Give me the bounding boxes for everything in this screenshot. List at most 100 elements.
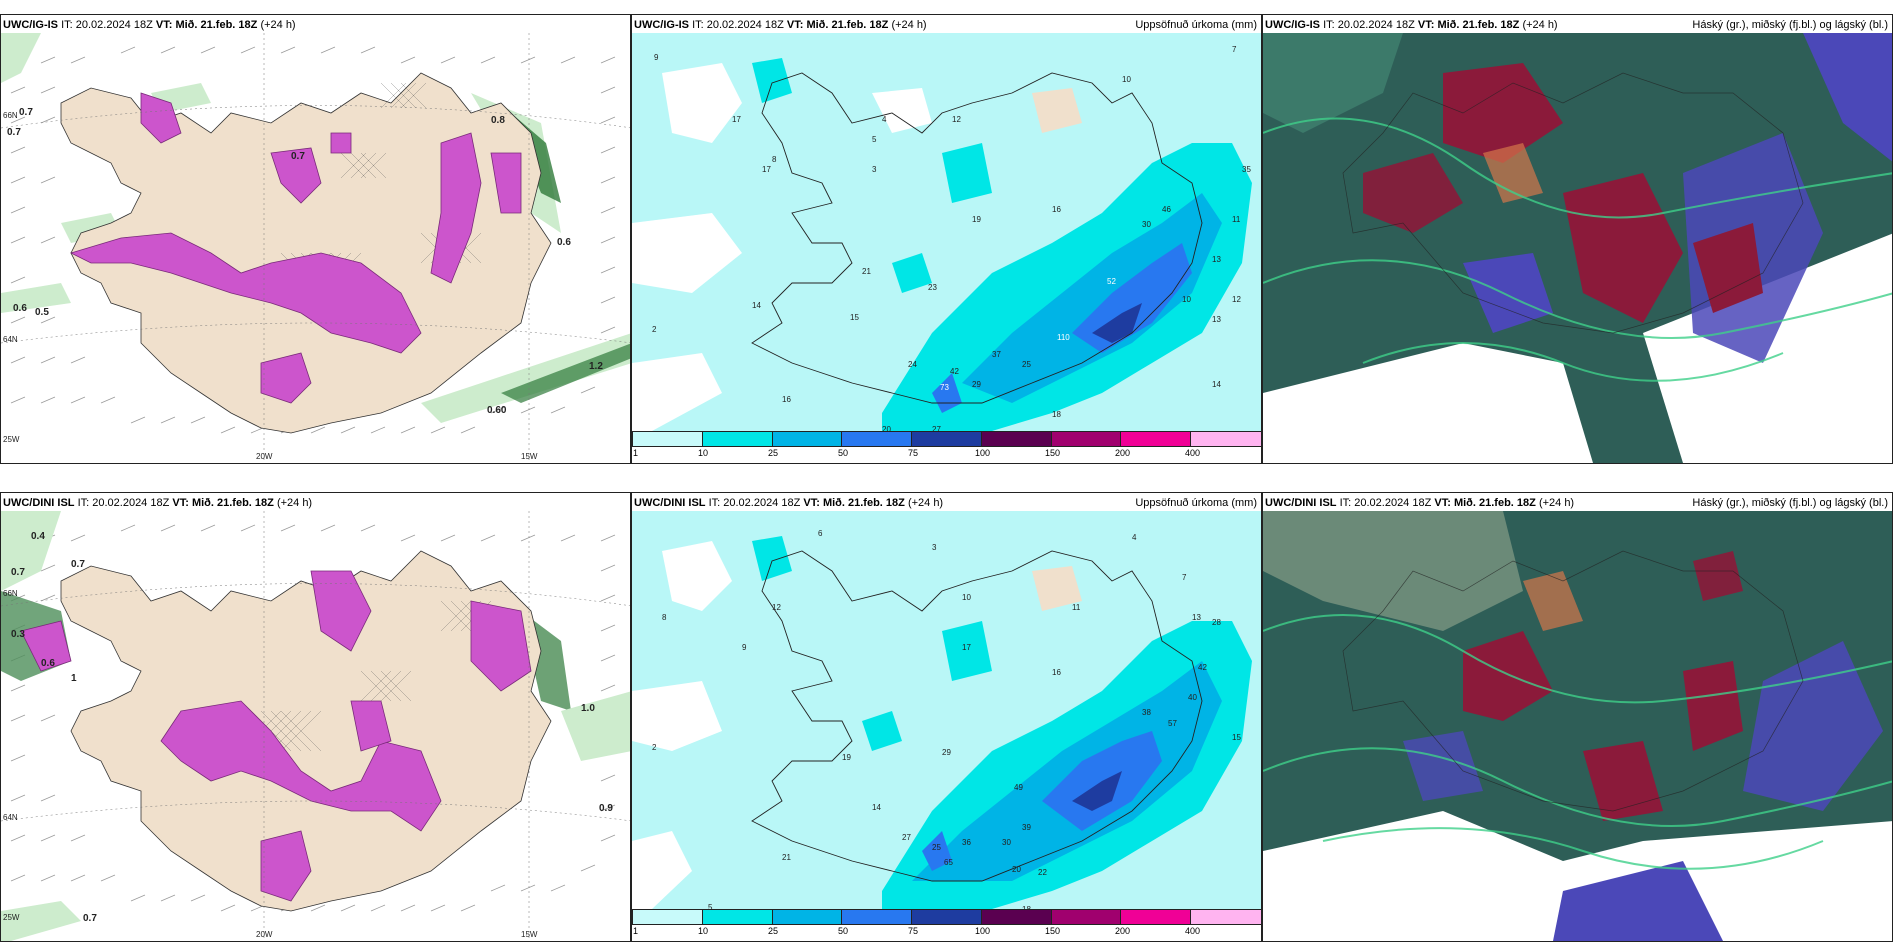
value-label: 0.7 (19, 107, 33, 118)
it-value: 20.02.2024 18Z (92, 497, 170, 509)
precip-number: 46 (1162, 205, 1171, 214)
precip-number: 3 (932, 543, 937, 552)
legend-tick: 1 (633, 926, 639, 936)
precip-number: 110 (1057, 333, 1070, 342)
lead-time: (+24 h) (1538, 497, 1575, 509)
legend-tick: 100 (975, 926, 991, 936)
value-label: 0.8 (491, 115, 505, 126)
legend-tick: 100 (975, 448, 991, 458)
panel-header: UWC/IG-IS IT: 20.02.2024 18Z VT: Mið. 21… (634, 17, 1257, 33)
lon-label-20w: 20W (256, 930, 273, 939)
value-label: 1 (71, 673, 77, 684)
lead-time: (+24 h) (260, 19, 296, 31)
vt-label: VT: (172, 497, 189, 509)
legend-tick: 50 (838, 926, 849, 936)
precip-number: 73 (940, 383, 949, 392)
it-label: IT: (61, 19, 73, 31)
model-name: UWC/DINI ISL (634, 497, 706, 509)
precip-number: 8 (772, 155, 777, 164)
cloud-title: Háský (gr.), miðský (fj.bl.) og lágský (… (1692, 19, 1888, 31)
legend-tick: 75 (908, 448, 919, 458)
legend-tick: 50 (838, 448, 849, 458)
precip-number: 12 (772, 603, 781, 612)
model-name: UWC/IG-IS (1265, 19, 1320, 31)
precip-number: 10 (1122, 75, 1131, 84)
it-value: 20.02.2024 18Z (706, 19, 784, 31)
it-label: IT: (1339, 497, 1352, 509)
precip-number: 5 (872, 135, 877, 144)
value-label: 0.6 (13, 303, 27, 314)
precip-number: 35 (1242, 165, 1251, 174)
precip-number: 3 (872, 165, 877, 174)
precip-map (632, 511, 1261, 909)
legend-tick: 10 (698, 926, 709, 936)
vt-value: Mið. 21.feb. 18Z (1453, 497, 1536, 509)
precip-number: 42 (950, 367, 959, 376)
precip-number: 25 (932, 843, 941, 852)
legend-swatch (772, 432, 843, 446)
cloud-title: Háský (gr.), miðský (fj.bl.) og lágský (… (1692, 497, 1888, 509)
lat-label-25w: 25W (3, 913, 20, 922)
precip-number: 25 (1022, 360, 1031, 369)
it-label: IT: (1323, 19, 1335, 31)
precip-number: 4 (882, 115, 887, 124)
precip-number: 8 (662, 613, 667, 622)
vt-value: Mið. 21.feb. 18Z (1437, 19, 1520, 31)
precip-title: Uppsöfnuð úrkoma (mm) (1135, 19, 1257, 31)
value-label: 1.0 (581, 703, 595, 714)
precip-number: 20 (882, 425, 891, 434)
precip-number: 14 (872, 803, 881, 812)
precip-number: 7 (1232, 45, 1237, 54)
legend-tick: 200 (1115, 926, 1131, 936)
it-value: 20.02.2024 18Z (723, 497, 801, 509)
precip-number: 19 (842, 753, 851, 762)
vt-value: Mið. 21.feb. 18Z (191, 497, 274, 509)
precip-number: 2 (652, 325, 657, 334)
precip-number: 16 (1052, 205, 1061, 214)
value-label: 0.7 (11, 567, 25, 578)
legend-swatch (842, 432, 913, 446)
legend-tick: 400 (1185, 926, 1201, 936)
value-label: 0.7 (291, 151, 305, 162)
panel-clouds-row1: UWC/IG-IS IT: 20.02.2024 18Z VT: Mið. 21… (1262, 14, 1893, 464)
legend-swatch (1191, 432, 1261, 446)
lat-label-64n: 64N (3, 813, 18, 822)
value-label: 0.7 (83, 913, 97, 924)
precip-number: 40 (1188, 693, 1197, 702)
precip-legend: 1 10 25 50 75 100 150 200 400 (632, 431, 1261, 459)
precip-number: 12 (952, 115, 961, 124)
precip-number: 22 (1038, 868, 1047, 877)
legend-tick: 25 (768, 926, 779, 936)
legend-swatch (912, 432, 982, 446)
precip-number: 16 (1052, 668, 1061, 677)
precip-number: 9 (742, 643, 747, 652)
precip-number: 7 (1182, 573, 1187, 582)
precip-number: 20 (1012, 865, 1021, 874)
precip-number: 14 (1212, 380, 1221, 389)
precip-number: 18 (1052, 410, 1061, 419)
lead-time: (+24 h) (907, 497, 944, 509)
precip-number: 21 (782, 853, 791, 862)
it-label: IT: (708, 497, 721, 509)
panel-header: UWC/IG-IS IT: 20.02.2024 18Z VT: Mið. 21… (1265, 17, 1888, 33)
lead-time: (+24 h) (891, 19, 927, 31)
vt-label: VT: (1434, 497, 1451, 509)
precip-number: 52 (1107, 277, 1116, 286)
lead-time: (+24 h) (1522, 19, 1558, 31)
precip-number: 5 (708, 903, 713, 912)
precip-number: 37 (992, 350, 1001, 359)
lat-label-64n: 64N (3, 335, 18, 344)
vt-value: Mið. 21.feb. 18Z (175, 19, 258, 31)
lead-time: (+24 h) (276, 497, 313, 509)
legend-tick: 200 (1115, 448, 1131, 458)
it-label: IT: (692, 19, 704, 31)
precip-number: 36 (962, 838, 971, 847)
precip-number: 28 (1212, 618, 1221, 627)
precip-number: 13 (1212, 255, 1221, 264)
precip-number: 4 (1132, 533, 1137, 542)
value-label: 0.6 (557, 237, 571, 248)
legend-swatch (702, 432, 773, 446)
vt-value: Mið. 21.feb. 18Z (806, 19, 889, 31)
it-label: IT: (77, 497, 90, 509)
model-name: UWC/IG-IS (3, 19, 58, 31)
